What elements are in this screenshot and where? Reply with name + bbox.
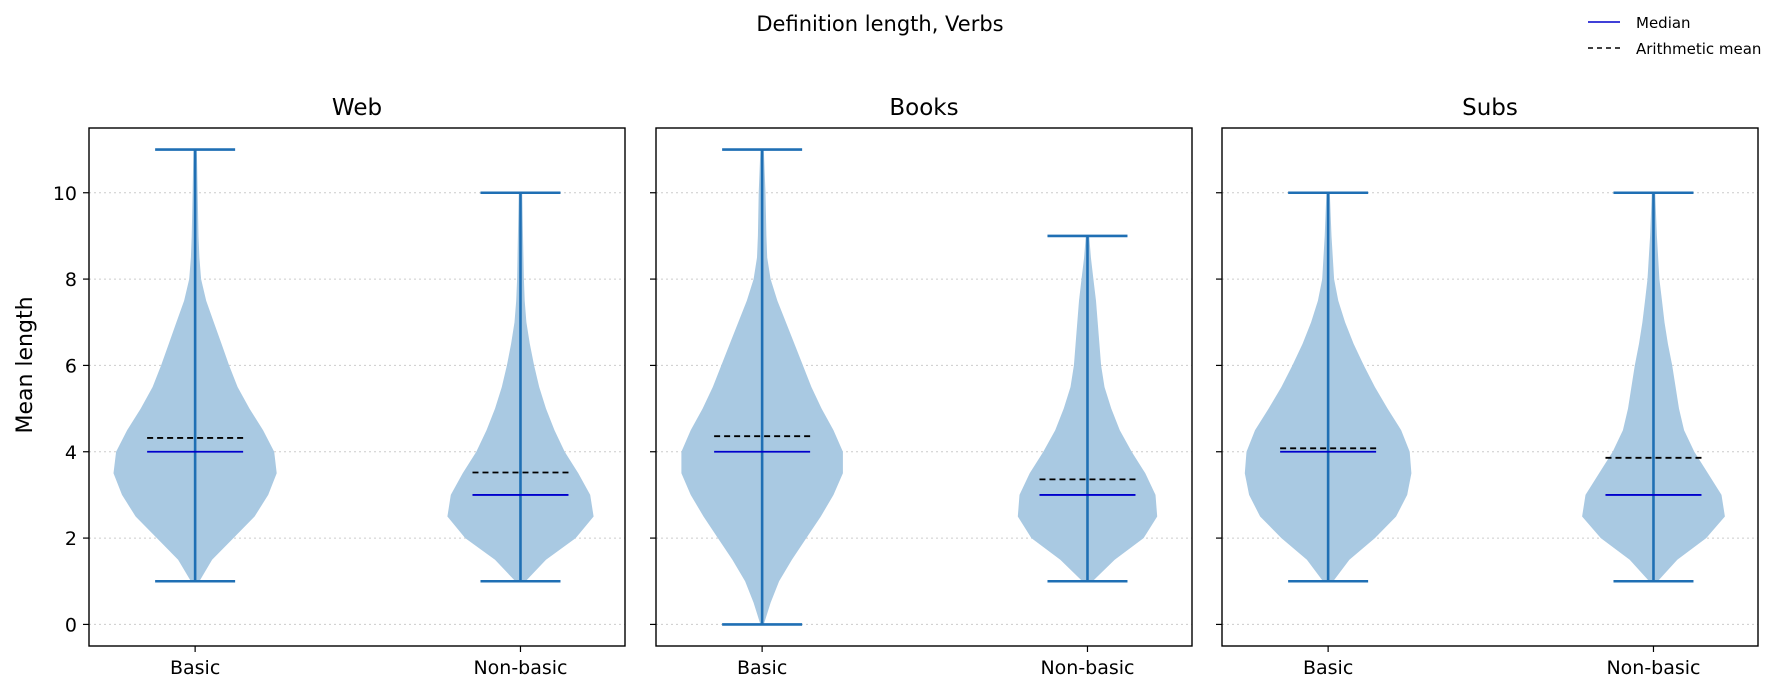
legend: Median Arithmetic mean (1588, 14, 1761, 58)
x-tick-label: Non-basic (1040, 657, 1134, 679)
panel-title: Subs (1462, 95, 1518, 121)
y-axis-label: Mean length (13, 296, 38, 433)
x-tick-label: Non-basic (473, 657, 567, 679)
y-tick-label: 0 (65, 614, 77, 636)
y-tick-label: 2 (65, 528, 77, 550)
legend-mean-label: Arithmetic mean (1636, 40, 1761, 58)
panel-books: Basic Non-basic Books (650, 95, 1193, 679)
panel-frame (655, 127, 1193, 647)
panel-frame (1221, 127, 1759, 647)
x-tick-label: Non-basic (1606, 657, 1700, 679)
y-tick-label: 4 (65, 442, 77, 464)
y-tick-label: 8 (65, 269, 77, 291)
chart-title: Definition length, Verbs (756, 12, 1003, 36)
panel-frame (88, 127, 626, 647)
y-tick-label: 10 (53, 183, 77, 205)
x-tick-label: Basic (737, 657, 787, 679)
panel-web: Basic Non-basic 0 2 4 6 8 10 Web (53, 95, 626, 679)
panel-title: Web (332, 95, 382, 121)
y-tick-label: 6 (65, 355, 77, 377)
panel-subs: Basic Non-basic Subs (1216, 95, 1759, 679)
x-tick-label: Basic (1303, 657, 1353, 679)
x-tick-label: Basic (170, 657, 220, 679)
panels: Basic Non-basic 0 2 4 6 8 10 Web Basic Non-basic Bo… (53, 95, 1759, 679)
legend-median-label: Median (1636, 14, 1691, 32)
panel-title: Books (889, 95, 958, 121)
